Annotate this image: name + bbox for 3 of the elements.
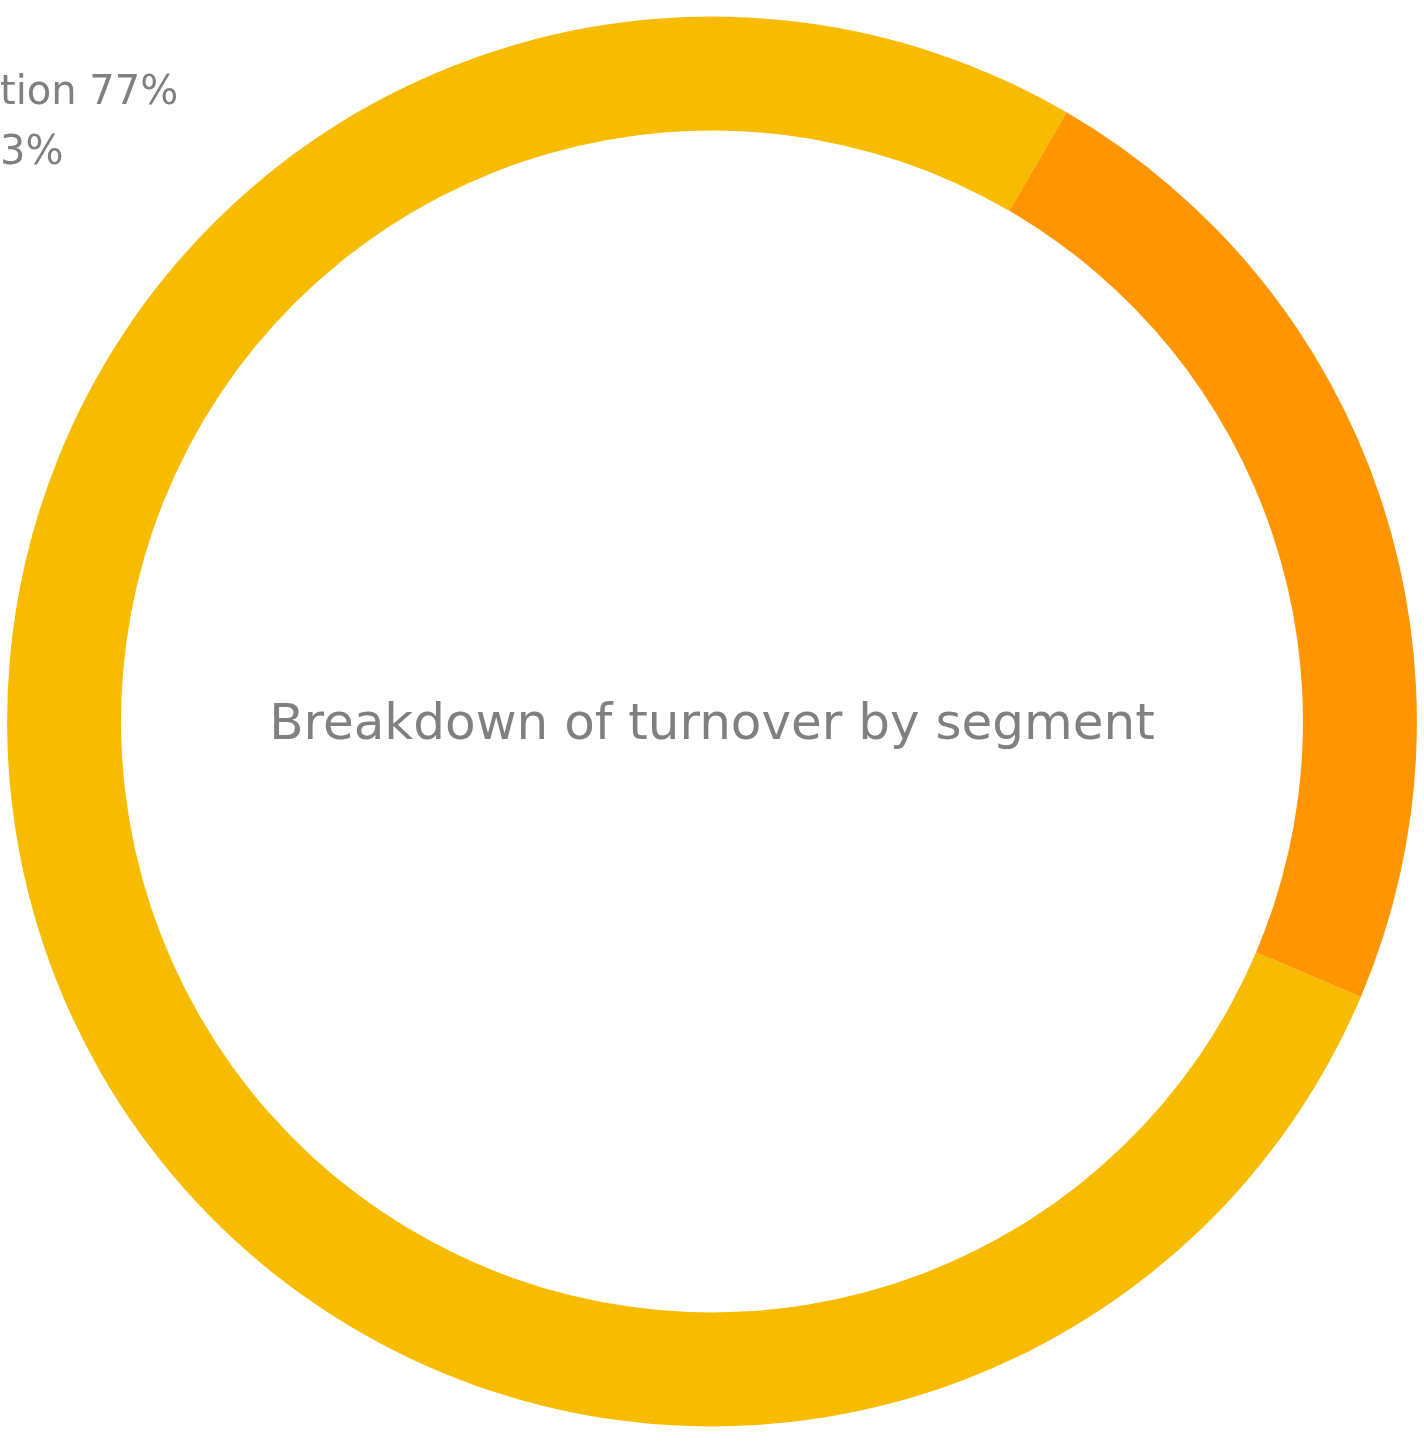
text: 3% <box>0 127 64 173</box>
text: Breakdown of turnover by segment <box>269 692 1155 751</box>
text: tion 77% <box>0 67 179 113</box>
